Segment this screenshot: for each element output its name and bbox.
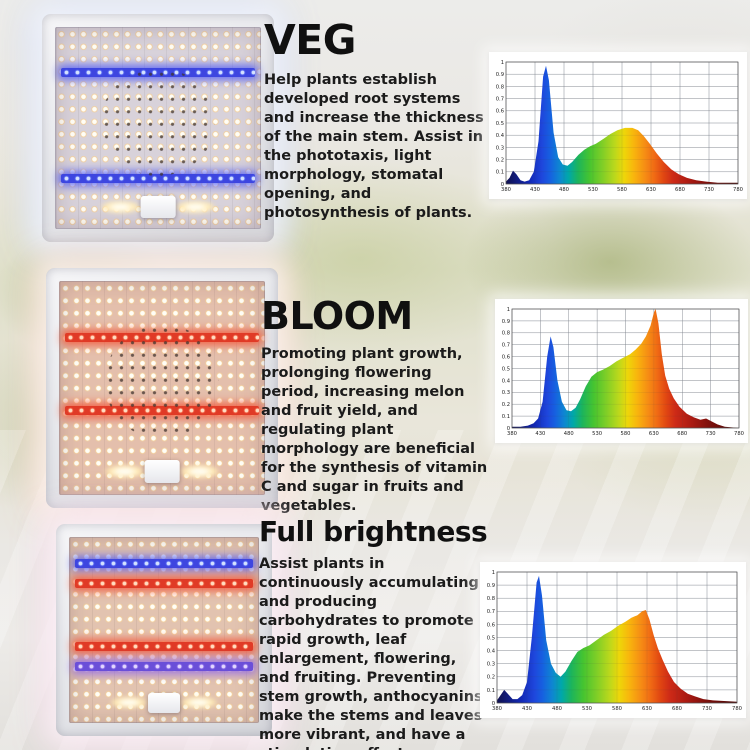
section-heading-veg: VEG — [264, 16, 356, 64]
svg-text:0.8: 0.8 — [487, 596, 495, 602]
svg-text:730: 730 — [702, 706, 712, 712]
blue-led-strip — [74, 559, 254, 569]
svg-text:580: 580 — [612, 706, 622, 712]
svg-text:630: 630 — [646, 187, 656, 193]
svg-text:0.9: 0.9 — [487, 583, 495, 589]
svg-text:0.1: 0.1 — [496, 170, 504, 176]
driver-box — [144, 460, 180, 484]
svg-text:680: 680 — [672, 706, 682, 712]
svg-text:730: 730 — [706, 431, 716, 437]
svg-text:0.7: 0.7 — [496, 97, 504, 103]
svg-text:1: 1 — [507, 307, 510, 313]
svg-text:530: 530 — [588, 187, 598, 193]
svg-text:680: 680 — [675, 187, 685, 193]
spectrum-plot-bloom: 0 0.1 0.2 0.3 0.4 0.5 0.6 0.7 0.8 0.9 1 380 430 480 53… — [502, 307, 744, 437]
led-array-veg — [55, 27, 261, 229]
svg-text:0.8: 0.8 — [496, 84, 504, 90]
svg-text:0.5: 0.5 — [496, 121, 504, 127]
red-led-strip — [74, 641, 254, 651]
svg-text:0.6: 0.6 — [487, 622, 495, 628]
svg-text:430: 430 — [522, 706, 532, 712]
svg-text:0.5: 0.5 — [487, 635, 495, 641]
svg-text:480: 480 — [564, 431, 574, 437]
svg-text:0.2: 0.2 — [496, 158, 504, 164]
svg-text:0.6: 0.6 — [502, 355, 510, 361]
svg-text:0.2: 0.2 — [502, 402, 510, 408]
section-description-full-brightness: Assist plants in continuously accumulati… — [259, 556, 483, 750]
svg-text:580: 580 — [621, 431, 631, 437]
svg-text:530: 530 — [592, 431, 602, 437]
svg-text:0.3: 0.3 — [502, 390, 510, 396]
svg-text:0.2: 0.2 — [487, 675, 495, 681]
spectrum-chart-card-veg: 0 0.1 0.2 0.3 0.4 0.5 0.6 0.7 0.8 0.9 1 380 430 480 53… — [489, 52, 747, 199]
led-glow-bar — [174, 200, 218, 214]
svg-text:0.4: 0.4 — [496, 133, 505, 139]
svg-text:780: 780 — [732, 706, 742, 712]
svg-text:0.3: 0.3 — [487, 662, 495, 668]
svg-text:730: 730 — [704, 187, 714, 193]
unlit-led-cluster — [104, 324, 220, 439]
section-description-veg: Help plants establish developed root sys… — [264, 72, 484, 221]
svg-text:530: 530 — [582, 706, 592, 712]
svg-text:480: 480 — [559, 187, 569, 193]
grow-light-photo-veg — [42, 14, 274, 242]
svg-text:1: 1 — [501, 60, 504, 66]
svg-text:0.8: 0.8 — [502, 331, 510, 337]
svg-text:0: 0 — [507, 426, 510, 432]
spectrum-plot-veg: 0 0.1 0.2 0.3 0.4 0.5 0.6 0.7 0.8 0.9 1 380 430 480 53… — [496, 60, 743, 193]
svg-text:0.4: 0.4 — [487, 649, 496, 655]
section-heading-bloom: BLOOM — [261, 294, 413, 338]
driver-box — [140, 196, 176, 218]
svg-text:0.4: 0.4 — [502, 378, 511, 384]
svg-text:0: 0 — [492, 701, 495, 707]
section-full-brightness: Full brightness Assist plants in continu… — [259, 515, 491, 750]
grow-light-photo-full — [56, 524, 272, 736]
led-array-bloom — [59, 281, 265, 495]
svg-text:0.9: 0.9 — [496, 72, 504, 78]
svg-text:1: 1 — [492, 570, 495, 576]
spectrum-chart-card-full: 0 0.1 0.2 0.3 0.4 0.5 0.6 0.7 0.8 0.9 1 380 430 480 53… — [480, 562, 746, 718]
svg-text:380: 380 — [492, 706, 502, 712]
svg-text:0.5: 0.5 — [502, 366, 510, 372]
svg-text:680: 680 — [677, 431, 687, 437]
section-bloom: BLOOM Promoting plant growth, prolonging… — [261, 294, 493, 516]
svg-text:0: 0 — [501, 182, 504, 188]
svg-text:630: 630 — [642, 706, 652, 712]
svg-text:0.7: 0.7 — [487, 609, 495, 615]
led-glow-bar — [178, 464, 222, 480]
driver-box — [148, 692, 180, 713]
svg-text:0.9: 0.9 — [502, 319, 510, 325]
svg-text:0.7: 0.7 — [502, 343, 510, 349]
led-glow-bar — [179, 696, 219, 710]
blue-led-strip — [61, 174, 255, 183]
spectrum-chart-card-bloom: 0 0.1 0.2 0.3 0.4 0.5 0.6 0.7 0.8 0.9 1 380 430 480 53… — [495, 299, 748, 443]
svg-text:380: 380 — [507, 431, 517, 437]
svg-text:0.3: 0.3 — [496, 145, 504, 151]
svg-text:480: 480 — [552, 706, 562, 712]
svg-text:580: 580 — [617, 187, 627, 193]
svg-text:0.1: 0.1 — [487, 688, 495, 694]
svg-text:630: 630 — [649, 431, 659, 437]
svg-text:780: 780 — [734, 431, 744, 437]
svg-text:0.6: 0.6 — [496, 109, 504, 115]
svg-text:430: 430 — [530, 187, 540, 193]
led-glow-bar — [109, 696, 149, 710]
purple-led-strip — [74, 662, 254, 672]
section-heading-full-brightness: Full brightness — [259, 515, 488, 548]
led-glow-bar — [98, 200, 142, 214]
svg-text:0.1: 0.1 — [502, 414, 510, 420]
unlit-led-cluster — [100, 68, 216, 176]
grow-light-photo-bloom — [46, 268, 278, 508]
svg-text:380: 380 — [501, 187, 511, 193]
led-glow-bar — [102, 464, 146, 480]
led-array-full — [69, 537, 259, 723]
section-veg: VEG Help plants establish developed root… — [264, 16, 492, 223]
red-led-strip — [74, 579, 254, 589]
svg-text:430: 430 — [535, 431, 545, 437]
spectrum-plot-full: 0 0.1 0.2 0.3 0.4 0.5 0.6 0.7 0.8 0.9 1 380 430 480 53… — [487, 570, 742, 712]
section-description-bloom: Promoting plant growth, prolonging flowe… — [261, 346, 488, 514]
svg-text:780: 780 — [733, 187, 743, 193]
